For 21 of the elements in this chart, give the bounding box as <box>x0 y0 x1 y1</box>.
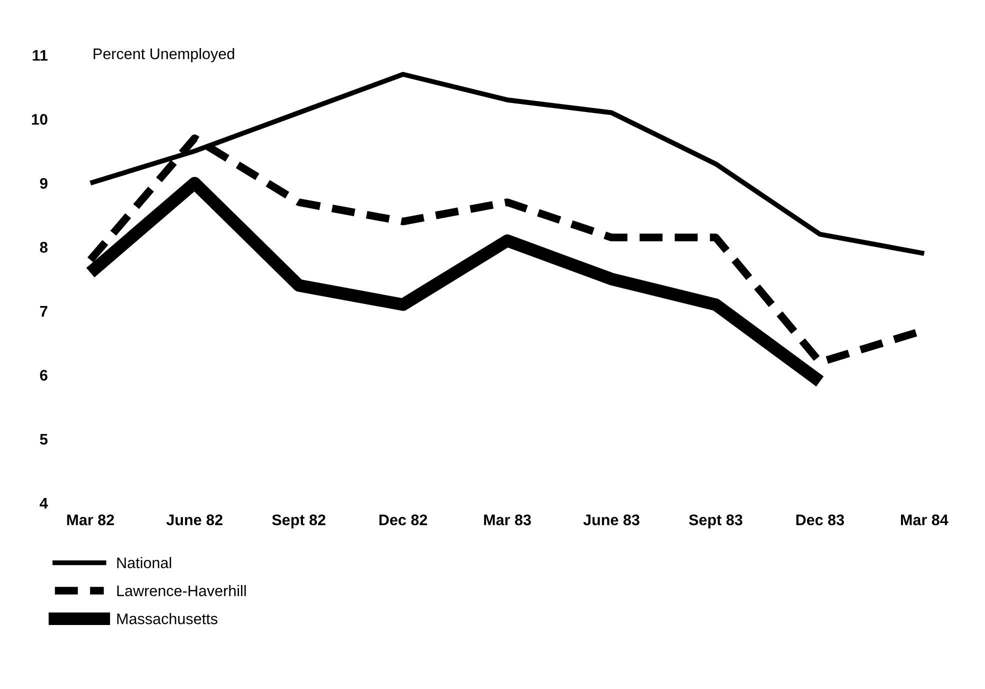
x-tick-label: Mar 82 <box>67 514 114 526</box>
x-tick-label: Sept 83 <box>688 514 742 528</box>
x-tick-label: June 82 <box>166 514 222 526</box>
y-tick-label: 11 <box>32 50 48 61</box>
y-tick-label: 4 <box>40 498 48 509</box>
legend-label: Massachusetts <box>117 613 218 624</box>
y-tick-label: 10 <box>32 114 48 125</box>
x-tick-label: June 83 <box>583 514 640 526</box>
x-tick-label: Mar 83 <box>484 514 531 526</box>
legend-label: Lawrence-Haverhill <box>117 585 246 596</box>
y-axis-title: Percent Unemployed <box>94 48 234 62</box>
y-tick-label: 7 <box>40 306 48 317</box>
x-tick-label: Dec 83 <box>796 514 844 526</box>
y-tick-label: 5 <box>40 434 48 445</box>
x-tick-label: Mar 84 <box>901 514 948 526</box>
x-tick-label: Dec 82 <box>379 514 428 526</box>
y-tick-label: 8 <box>40 242 48 253</box>
y-tick-label: 9 <box>40 178 48 189</box>
y-tick-label: 6 <box>40 370 48 381</box>
x-tick-label: Sept 82 <box>272 514 326 528</box>
legend-label: National <box>117 557 172 568</box>
